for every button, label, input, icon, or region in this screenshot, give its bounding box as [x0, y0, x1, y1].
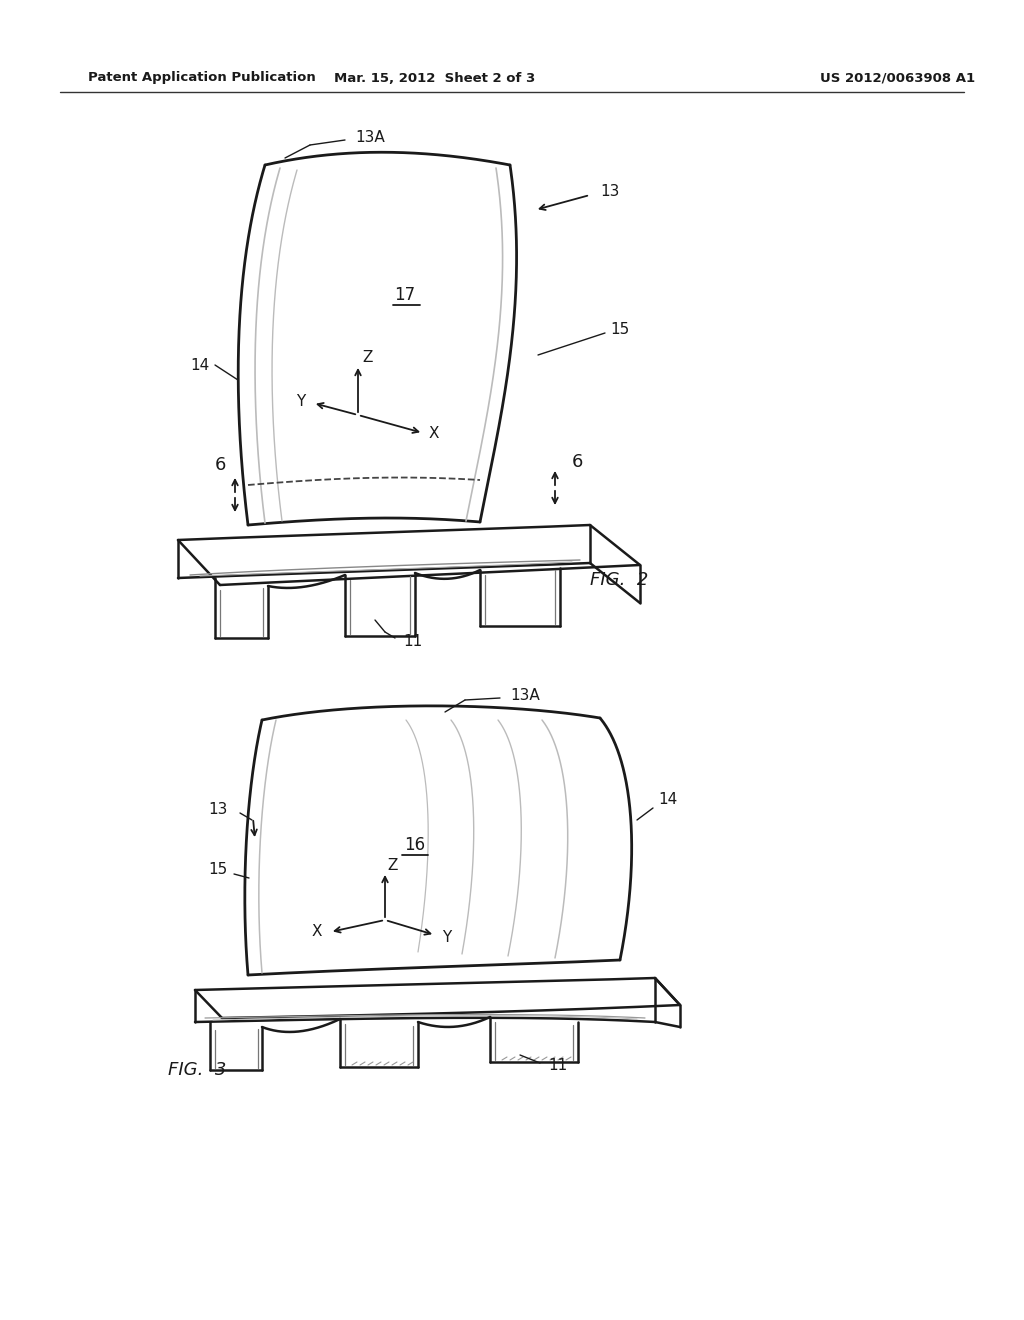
Text: 11: 11	[403, 634, 422, 648]
Text: Mar. 15, 2012  Sheet 2 of 3: Mar. 15, 2012 Sheet 2 of 3	[335, 71, 536, 84]
Text: FIG.  2: FIG. 2	[590, 572, 648, 589]
Text: 14: 14	[190, 358, 210, 372]
Text: FIG.  3: FIG. 3	[168, 1061, 226, 1078]
Text: Z: Z	[362, 351, 373, 366]
Text: 13A: 13A	[355, 131, 385, 145]
Text: 14: 14	[658, 792, 677, 808]
Text: Y: Y	[296, 393, 305, 408]
Text: X: X	[429, 425, 439, 441]
Text: 6: 6	[214, 455, 225, 474]
Text: 11: 11	[548, 1059, 567, 1073]
Text: 13A: 13A	[510, 689, 540, 704]
Text: US 2012/0063908 A1: US 2012/0063908 A1	[820, 71, 975, 84]
Text: 15: 15	[209, 862, 228, 878]
Text: Patent Application Publication: Patent Application Publication	[88, 71, 315, 84]
Text: 13: 13	[209, 803, 228, 817]
Text: X: X	[311, 924, 323, 940]
Text: 13: 13	[600, 185, 620, 199]
Text: 17: 17	[394, 286, 416, 304]
Text: 6: 6	[572, 453, 584, 471]
Text: 15: 15	[610, 322, 630, 338]
Text: 16: 16	[404, 836, 426, 854]
Text: Z: Z	[388, 858, 398, 873]
Text: Y: Y	[442, 931, 452, 945]
